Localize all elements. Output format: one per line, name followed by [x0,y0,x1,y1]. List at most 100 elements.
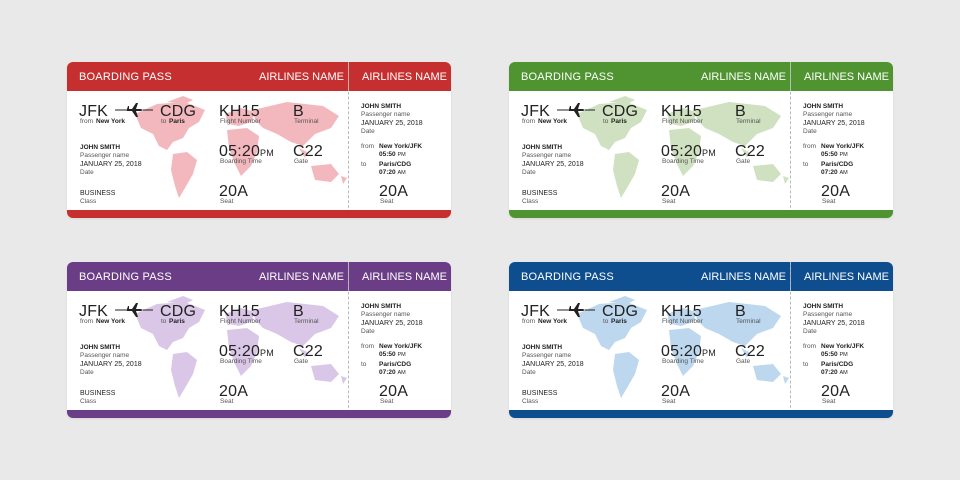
class-value: BUSINESS [522,190,558,197]
stub-seat-label: Seat [822,398,836,405]
boarding-time-value: 05:20PM [219,143,274,160]
boarding-pass-title: BOARDING PASS [79,71,172,83]
origin-city: New York [96,318,126,325]
stub-to-place: Paris/CDG [379,161,412,168]
stub-to-label: to [803,361,809,368]
stub-date-label: Date [361,128,375,135]
stub-to-place: Paris/CDG [821,361,854,368]
seat-value: 20A [661,383,691,400]
class-value: BUSINESS [80,190,116,197]
class-value: BUSINESS [522,390,558,397]
destination-code: CDG [160,303,197,320]
destination-code: CDG [602,103,639,120]
tear-line [348,262,349,418]
stub-to-suffix: AM [397,170,406,176]
tear-line [790,62,791,218]
origin-code: JFK [79,303,109,320]
passenger-name: JOHN SMITH [80,144,121,151]
world-map [569,294,799,404]
date-label: Date [522,369,536,376]
stub-date: JANUARY 25, 2018 [803,320,865,327]
stub-to-label: to [803,161,809,168]
stub-to-place: Paris/CDG [379,361,412,368]
stub-date: JANUARY 25, 2018 [361,120,423,127]
class-label: Class [80,198,97,205]
boarding-pass-title: BOARDING PASS [521,71,614,83]
origin-city: New York [538,118,568,125]
passenger-label: Passenger name [522,152,572,159]
class-label: Class [522,198,539,205]
gate-label: Gate [736,158,751,165]
stub-seat-value: 20A [821,183,851,200]
world-map-graphic [577,96,789,198]
terminal-value: B [293,303,304,320]
stub-date-label: Date [803,128,817,135]
passenger-label: Passenger name [80,352,130,359]
stub-to-time: 07:20 AM [821,369,848,376]
origin-code: JFK [521,103,551,120]
stub-to-suffix: AM [839,170,848,176]
boarding-pass-title: BOARDING PASS [521,271,614,283]
destination-prefix: to [161,118,167,125]
origin-code: JFK [79,103,109,120]
date-label: Date [522,169,536,176]
stub-to-label: to [361,161,367,168]
flight-number-value: KH15 [219,303,260,320]
airplane-icon [115,103,153,117]
stub-from-place: New York/JFK [821,143,865,150]
stub-seat-label: Seat [380,398,394,405]
boarding-time-suffix: PM [702,148,716,158]
flight-date: JANUARY 25, 2018 [522,161,584,168]
stub-from-label: from [361,343,374,350]
terminal-label: Terminal [294,318,319,325]
boarding-pass-red: BOARDING PASS AIRLINES NAME AIRLINES NAM… [67,62,451,218]
seat-label: Seat [662,398,676,405]
seat-value: 20A [219,383,249,400]
stub-seat-value: 20A [379,183,409,200]
pass-header: BOARDING PASS AIRLINES NAME AIRLINES NAM… [67,62,451,91]
boarding-pass-green: BOARDING PASS AIRLINES NAME AIRLINES NAM… [509,62,893,218]
pass-footer-bar [509,410,893,418]
flight-number-label: Flight Number [662,118,703,125]
world-map [127,94,357,204]
world-map [569,94,799,204]
stub-seat-label: Seat [822,198,836,205]
stub-airline-name: AIRLINES NAME [804,271,889,283]
destination-code: CDG [602,303,639,320]
stub-passenger-name: JOHN SMITH [361,303,402,310]
terminal-label: Terminal [736,118,761,125]
class-value: BUSINESS [80,390,116,397]
world-map [127,294,357,404]
class-label: Class [522,398,539,405]
stub-from-label: from [361,143,374,150]
stub-date-label: Date [803,328,817,335]
pass-header: BOARDING PASS AIRLINES NAME AIRLINES NAM… [509,62,893,91]
stub-from-place: New York/JFK [379,143,423,150]
stub-from-suffix: PM [839,352,848,358]
stub-from-label: from [803,143,816,150]
gate-value: C22 [735,143,765,160]
gate-label: Gate [294,158,309,165]
stub-from-suffix: PM [397,152,406,158]
stub-passenger-label: Passenger name [361,111,411,118]
destination-city: Paris [611,118,627,125]
gate-value: C22 [293,343,323,360]
stub-to-place: Paris/CDG [821,161,854,168]
terminal-label: Terminal [294,118,319,125]
seat-value: 20A [661,183,691,200]
boarding-pass-title: BOARDING PASS [79,271,172,283]
destination-code: CDG [160,103,197,120]
stub-seat-label: Seat [380,198,394,205]
origin-prefix: from [80,318,93,325]
flight-number-label: Flight Number [662,318,703,325]
date-label: Date [80,169,94,176]
pass-footer-bar [67,210,451,218]
passenger-label: Passenger name [80,152,130,159]
tear-line [790,262,791,418]
stub-date: JANUARY 25, 2018 [803,120,865,127]
stub-passenger-label: Passenger name [361,311,411,318]
flight-number-label: Flight Number [220,318,261,325]
stub-from-time: 05:50 PM [379,351,406,358]
stub-from-suffix: PM [839,152,848,158]
date-label: Date [80,369,94,376]
